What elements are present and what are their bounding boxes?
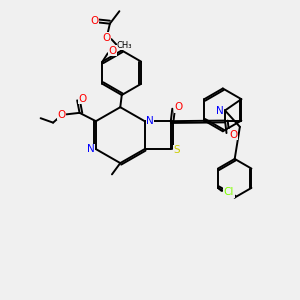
- Text: Cl: Cl: [224, 187, 234, 197]
- Text: O: O: [58, 110, 66, 120]
- Text: S: S: [173, 145, 180, 155]
- Text: N: N: [87, 144, 94, 154]
- Text: CH₃: CH₃: [117, 41, 132, 50]
- Text: O: O: [229, 130, 237, 140]
- Text: N: N: [146, 116, 154, 126]
- Text: N: N: [216, 106, 224, 116]
- Text: O: O: [175, 102, 183, 112]
- Text: O: O: [103, 33, 111, 43]
- Text: O: O: [108, 46, 116, 56]
- Text: O: O: [78, 94, 86, 104]
- Text: O: O: [90, 16, 98, 26]
